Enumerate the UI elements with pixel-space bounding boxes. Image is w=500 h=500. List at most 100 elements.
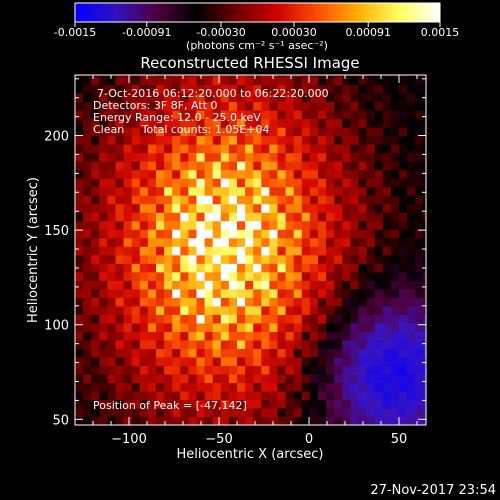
heatmap-cell (374, 263, 384, 273)
heatmap-cell (390, 75, 400, 86)
heatmap-cell (326, 195, 335, 205)
heatmap-cell (415, 348, 424, 358)
heatmap-cell (147, 195, 157, 205)
heatmap-cell (196, 135, 206, 145)
heatmap-cell (115, 356, 125, 367)
heatmap-cell (399, 186, 408, 196)
heatmap-cell (75, 356, 84, 367)
heatmap-cell (147, 229, 157, 239)
heatmap-cell (366, 348, 376, 358)
heatmap-cell (261, 365, 270, 375)
heatmap-cell (358, 382, 368, 392)
heatmap-cell (188, 246, 198, 256)
heatmap-cell (172, 390, 181, 401)
heatmap-cell (75, 75, 84, 77)
heatmap-cell (228, 152, 238, 162)
heatmap-cell (188, 390, 198, 401)
heatmap-cell (261, 416, 270, 425)
heatmap-cell (212, 322, 222, 332)
heatmap-cell (326, 399, 335, 409)
heatmap-cell (423, 348, 426, 358)
heatmap-cell (415, 305, 424, 315)
heatmap-cell (301, 288, 311, 298)
heatmap-cell (228, 373, 238, 384)
heatmap-cell (358, 101, 368, 111)
heatmap-cell (220, 390, 230, 401)
heatmap-cell (99, 127, 108, 137)
heatmap-cell (131, 110, 141, 120)
heatmap-cell (293, 288, 303, 298)
heatmap-cell (180, 314, 189, 324)
heatmap-cell (245, 195, 254, 205)
heatmap-cell (91, 373, 100, 384)
heatmap-cell (204, 348, 214, 358)
heatmap-cell (172, 254, 181, 264)
heatmap-cell (334, 127, 343, 137)
heatmap-cell (188, 169, 198, 179)
heatmap-cell (390, 365, 400, 375)
heatmap-cell (326, 416, 335, 425)
heatmap-cell (269, 92, 279, 103)
heatmap-cell (131, 280, 141, 290)
heatmap-cell (107, 263, 117, 273)
y-tick-label: 50 (52, 413, 69, 428)
heatmap-cell (156, 356, 165, 367)
heatmap-cell (285, 373, 295, 384)
heatmap-cell (342, 390, 351, 401)
heatmap-cell (115, 322, 125, 332)
heatmap-cell (390, 271, 400, 281)
heatmap-cell (245, 373, 254, 384)
heatmap-cell (91, 152, 100, 162)
heatmap-cell (342, 212, 351, 222)
heatmap-cell (293, 195, 303, 205)
heatmap-cell (237, 407, 246, 418)
heatmap-cell (147, 254, 157, 264)
heatmap-cell (358, 246, 368, 256)
heatmap-cell (131, 399, 141, 409)
heatmap-cell (245, 152, 254, 162)
heatmap-cell (99, 212, 108, 222)
heatmap-cell (342, 297, 351, 307)
heatmap-cell (196, 280, 206, 290)
heatmap-cell (212, 110, 222, 120)
heatmap-cell (245, 322, 254, 332)
colorbar-tick-labels: -0.0015 -0.00091 -0.00030 0.00030 0.00091 0.0… (54, 26, 459, 39)
heatmap-cell (180, 92, 189, 103)
heatmap-cell (318, 407, 327, 418)
heatmap-cell (293, 382, 303, 392)
x-axis-ticks (92, 75, 418, 425)
heatmap-cell (399, 382, 408, 392)
heatmap-cell (253, 280, 262, 290)
heatmap-cell (228, 178, 238, 188)
heatmap-cell (423, 161, 426, 171)
heatmap-cell (99, 118, 108, 128)
heatmap-cell (188, 127, 198, 137)
heatmap-cell (204, 203, 214, 213)
heatmap-cell (139, 75, 149, 86)
heatmap-cell (123, 305, 133, 315)
heatmap-cell (366, 229, 376, 239)
heatmap-cell (172, 339, 181, 349)
heatmap-cell (107, 92, 117, 103)
heatmap-cell (334, 348, 343, 358)
heatmap-cell (172, 92, 181, 103)
heatmap-cell (99, 75, 108, 86)
heatmap-cell (91, 390, 100, 401)
heatmap-cell (423, 229, 426, 239)
heatmap-cell (188, 288, 198, 298)
heatmap-cell (326, 220, 335, 230)
heatmap-cell (382, 331, 392, 341)
heatmap-cell (131, 178, 141, 188)
heatmap-cell (237, 92, 246, 103)
heatmap-cell (415, 263, 424, 273)
heatmap-cell (293, 271, 303, 281)
heatmap-cell (366, 254, 376, 264)
heatmap-cell (390, 220, 400, 230)
heatmap-cell (131, 356, 141, 367)
heatmap-cell (366, 356, 376, 367)
heatmap-cell (334, 365, 343, 375)
heatmap-cell (309, 373, 319, 384)
heatmap-cell (75, 178, 84, 188)
heatmap-cell (334, 254, 343, 264)
heatmap-cell (261, 75, 270, 86)
